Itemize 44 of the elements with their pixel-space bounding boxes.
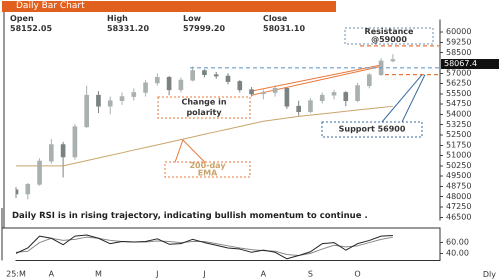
y-tick-label: 47250: [446, 202, 472, 212]
x-tick-label: J: [202, 269, 206, 278]
y-tick-label: 52500: [446, 130, 472, 140]
annotation: Change in polarity: [181, 97, 227, 117]
text: 200-day EMA: [189, 160, 226, 178]
annotation: Open: [10, 14, 34, 23]
y-tick-label: 53250: [446, 120, 472, 129]
text: Dly: [482, 270, 496, 280]
x-tick-label: O: [354, 269, 361, 278]
y-tick-label: 60000: [446, 27, 472, 36]
chart-title: Daily Bar Chart: [2, 1, 336, 12]
x-tick-label: J: [155, 269, 159, 278]
y-tick-label: 54000: [446, 109, 472, 118]
annotation: 58067.4: [444, 59, 478, 68]
annotation: 57999.20: [183, 24, 226, 33]
annotation: Low: [183, 14, 201, 23]
annotation: High: [107, 14, 128, 23]
y-tick-label: 51000: [446, 150, 472, 160]
y-tick-label: 54750: [446, 99, 472, 108]
annotation: 58331.20: [107, 24, 150, 33]
x-tick-label: 25:M: [6, 269, 26, 278]
x-tick-label: M: [94, 269, 102, 278]
y-tick-label: 50250: [446, 160, 472, 170]
y-tick-label: 51750: [446, 140, 472, 150]
x-tick-label: S: [308, 269, 313, 278]
ref-line-label: Support 56900: [338, 124, 406, 134]
y-tick-label: 58500: [446, 48, 472, 57]
x-tick-label: A: [48, 269, 55, 278]
y-tick-label: 59250: [446, 38, 472, 47]
ref-line-label: Resistance @59000: [364, 27, 414, 44]
y-tick-label: 57000: [446, 68, 472, 78]
annotation: 58031.10: [263, 24, 306, 33]
y-tick-label: 46500: [446, 212, 472, 222]
chart-title: Daily RSI is in rising trajectory, indicating bullish momentum to continue .: [12, 211, 369, 221]
x-tick-label: A: [260, 269, 267, 278]
y-tick-label: 56250: [446, 78, 472, 88]
y-tick-label: 49500: [446, 171, 472, 180]
y-tick-label: 60.00: [446, 238, 469, 247]
y-tick-label: 48000: [446, 192, 472, 201]
annotation: Close: [263, 14, 288, 23]
y-tick-label: 48750: [446, 181, 472, 190]
y-tick-label: 40.00: [446, 248, 469, 258]
annotation: 58152.05: [10, 24, 52, 33]
y-tick-label: 55500: [446, 88, 472, 98]
